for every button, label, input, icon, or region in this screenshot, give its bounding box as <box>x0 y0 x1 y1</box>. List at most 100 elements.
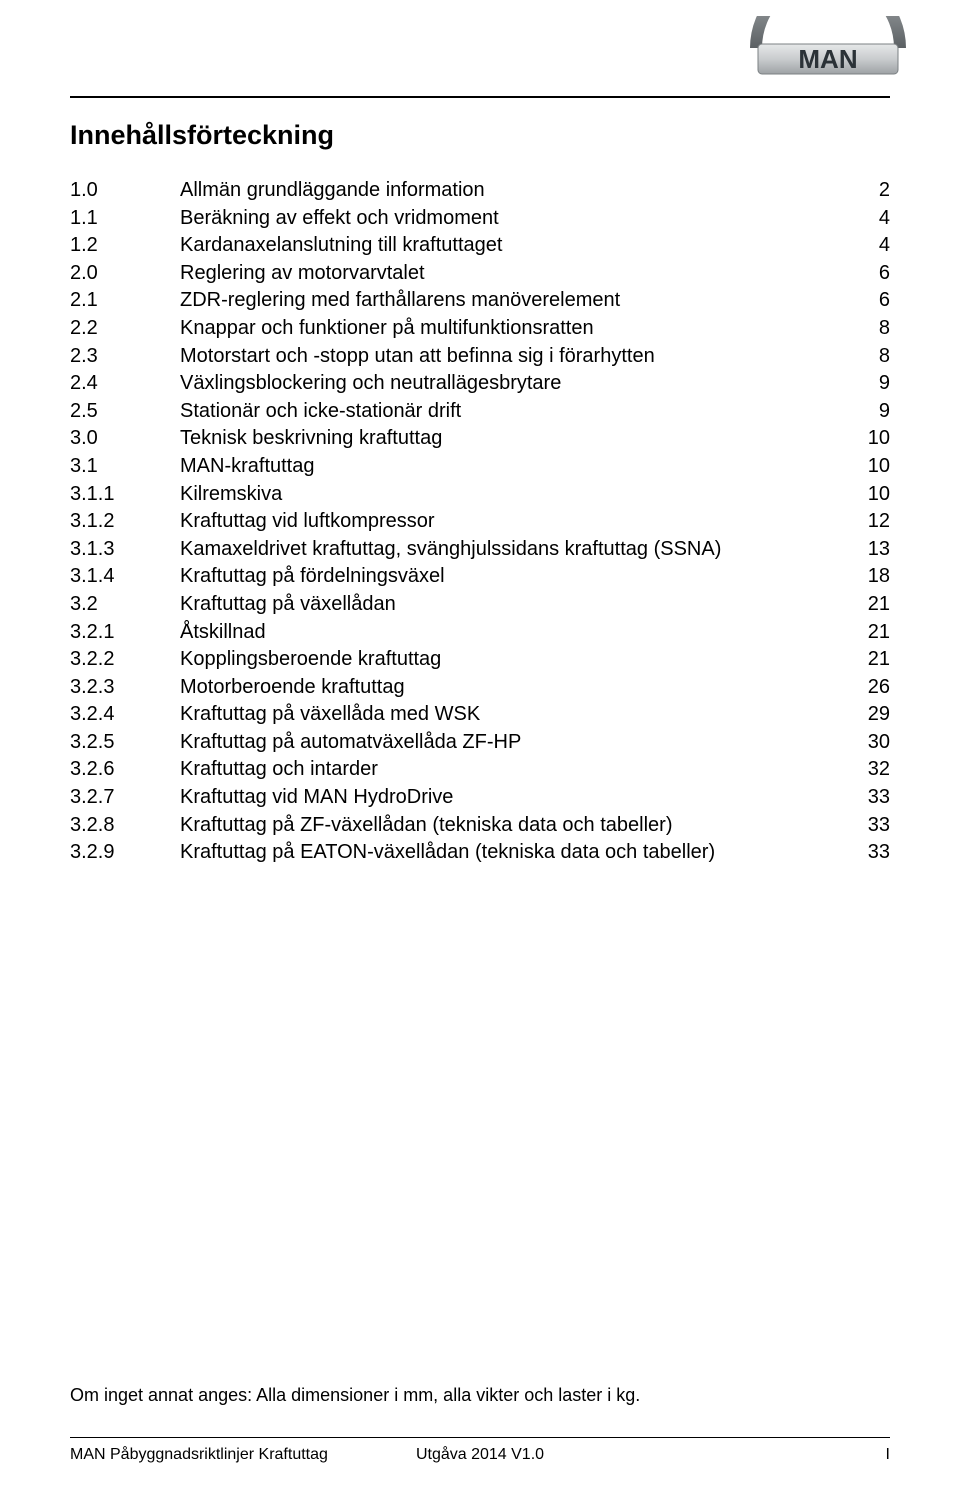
footer-right: I <box>617 1446 890 1464</box>
toc-section-label: Motorstart och -stopp utan att befinna s… <box>180 343 655 371</box>
toc-section-number: 3.2.4 <box>70 701 180 729</box>
toc-section-label: Kraftuttag vid luftkompressor <box>180 508 435 536</box>
toc-page-number: 10 <box>862 425 890 453</box>
toc-page-number: 21 <box>862 646 890 674</box>
toc-section-number: 2.0 <box>70 260 180 288</box>
toc-row: 3.1.1Kilremskiva 10 <box>70 481 890 509</box>
toc-section-number: 3.1.4 <box>70 563 180 591</box>
toc-section-label: Knappar och funktioner på multifunktions… <box>180 315 594 343</box>
toc-page-number: 33 <box>862 839 890 867</box>
toc-page-number: 6 <box>862 287 890 315</box>
toc-section-label: Kraftuttag på växellåda med WSK <box>180 701 480 729</box>
toc-section-label: Kraftuttag vid MAN HydroDrive <box>180 784 453 812</box>
toc-row: 3.1MAN-kraftuttag 10 <box>70 453 890 481</box>
toc-row: 2.4Växlingsblockering och neutrallägesbr… <box>70 370 890 398</box>
toc-section-number: 3.1.1 <box>70 481 180 509</box>
toc-section-label: Åtskillnad <box>180 619 266 647</box>
toc-section-label: Motorberoende kraftuttag <box>180 674 405 702</box>
toc-section-label: Beräkning av effekt och vridmoment <box>180 205 499 233</box>
toc-row: 3.2.1Åtskillnad21 <box>70 619 890 647</box>
toc-section-number: 3.2.8 <box>70 812 180 840</box>
toc-section-label: Kraftuttag på EATON-växellådan (tekniska… <box>180 839 715 867</box>
toc-page-number: 4 <box>862 232 890 260</box>
toc-page-number: 13 <box>862 536 890 564</box>
toc-section-label: Kraftuttag på ZF-växellådan (tekniska da… <box>180 812 672 840</box>
toc-page-number: 30 <box>862 729 890 757</box>
toc-page-number: 33 <box>862 784 890 812</box>
toc-page-number: 2 <box>862 177 890 205</box>
footer-left: MAN Påbyggnadsriktlinjer Kraftuttag <box>70 1446 343 1464</box>
toc-page-number: 4 <box>862 205 890 233</box>
toc-row: 3.1.2Kraftuttag vid luftkompressor12 <box>70 508 890 536</box>
toc-page-number: 6 <box>862 260 890 288</box>
toc-page-number: 10 <box>862 481 890 509</box>
toc-section-number: 3.2.6 <box>70 756 180 784</box>
toc-section-label: MAN-kraftuttag <box>180 453 314 481</box>
toc-section-label: Kardanaxelanslutning till kraftuttaget <box>180 232 502 260</box>
toc-page-number: 26 <box>862 674 890 702</box>
toc-section-number: 2.4 <box>70 370 180 398</box>
toc-row: 3.2.7Kraftuttag vid MAN HydroDrive33 <box>70 784 890 812</box>
toc-row: 3.2.2Kopplingsberoende kraftuttag 21 <box>70 646 890 674</box>
toc-row: 1.2Kardanaxelanslutning till kraftuttage… <box>70 232 890 260</box>
page-title: Innehållsförteckning <box>70 120 890 151</box>
toc-page-number: 8 <box>862 343 890 371</box>
toc-section-label: Kraftuttag på växellådan <box>180 591 396 619</box>
toc-section-label: Kamaxeldrivet kraftuttag, svänghjulssida… <box>180 536 721 564</box>
toc-section-label: Kraftuttag på automatväxellåda ZF-HP <box>180 729 521 757</box>
toc-row: 3.2.4Kraftuttag på växellåda med WSK 29 <box>70 701 890 729</box>
toc-section-number: 1.1 <box>70 205 180 233</box>
toc-section-label: Stationär och icke-stationär drift <box>180 398 461 426</box>
toc-page-number: 10 <box>862 453 890 481</box>
toc-section-number: 2.3 <box>70 343 180 371</box>
toc-row: 3.2.9Kraftuttag på EATON-växellådan (tek… <box>70 839 890 867</box>
toc-page-number: 29 <box>862 701 890 729</box>
toc-page-number: 18 <box>862 563 890 591</box>
toc-row: 3.2.3Motorberoende kraftuttag26 <box>70 674 890 702</box>
man-logo: MAN <box>744 16 912 78</box>
toc-row: 3.1.3Kamaxeldrivet kraftuttag, svänghjul… <box>70 536 890 564</box>
toc-section-label: Kraftuttag på fördelningsväxel <box>180 563 445 591</box>
toc-section-number: 3.2.2 <box>70 646 180 674</box>
footer-rule <box>70 1437 890 1438</box>
document-page: MAN Innehållsförteckning 1.0Allmän grund… <box>0 0 960 1494</box>
toc-row: 2.1ZDR-reglering med farthållarens manöv… <box>70 287 890 315</box>
toc-row: 3.2.8Kraftuttag på ZF-växellådan (teknis… <box>70 812 890 840</box>
toc-section-label: Kopplingsberoende kraftuttag <box>180 646 441 674</box>
toc-page-number: 33 <box>862 812 890 840</box>
toc-section-number: 3.2 <box>70 591 180 619</box>
table-of-contents: 1.0Allmän grundläggande information 2 1.1B… <box>70 177 890 867</box>
toc-section-label: Kraftuttag och intarder <box>180 756 378 784</box>
toc-row: 3.2Kraftuttag på växellådan 21 <box>70 591 890 619</box>
toc-page-number: 9 <box>862 398 890 426</box>
toc-row: 2.2Knappar och funktioner på multifunkti… <box>70 315 890 343</box>
footer-bar: MAN Påbyggnadsriktlinjer Kraftuttag Utgå… <box>70 1446 890 1464</box>
toc-row: 1.0Allmän grundläggande information 2 <box>70 177 890 205</box>
toc-section-number: 3.1.3 <box>70 536 180 564</box>
toc-row: 2.3Motorstart och -stopp utan att befinn… <box>70 343 890 371</box>
toc-page-number: 12 <box>862 508 890 536</box>
toc-section-number: 2.2 <box>70 315 180 343</box>
footer-center: Utgåva 2014 V1.0 <box>343 1446 616 1464</box>
toc-section-number: 3.1 <box>70 453 180 481</box>
toc-section-number: 2.1 <box>70 287 180 315</box>
header-rule <box>70 96 890 98</box>
toc-row: 2.5Stationär och icke-stationär drift9 <box>70 398 890 426</box>
toc-row: 3.0Teknisk beskrivning kraftuttag 10 <box>70 425 890 453</box>
toc-page-number: 32 <box>862 756 890 784</box>
toc-section-label: Allmän grundläggande information <box>180 177 485 205</box>
toc-row: 3.2.6Kraftuttag och intarder 32 <box>70 756 890 784</box>
toc-page-number: 9 <box>862 370 890 398</box>
toc-section-label: ZDR-reglering med farthållarens manövere… <box>180 287 620 315</box>
toc-page-number: 8 <box>862 315 890 343</box>
toc-section-number: 1.0 <box>70 177 180 205</box>
toc-section-number: 3.0 <box>70 425 180 453</box>
toc-section-label: Reglering av motorvarvtalet <box>180 260 425 288</box>
toc-section-label: Växlingsblockering och neutrallägesbryta… <box>180 370 561 398</box>
toc-page-number: 21 <box>862 591 890 619</box>
toc-section-label: Kilremskiva <box>180 481 282 509</box>
toc-section-number: 3.2.9 <box>70 839 180 867</box>
toc-section-number: 3.2.5 <box>70 729 180 757</box>
footnote-text: Om inget annat anges: Alla dimensioner i… <box>70 1385 640 1406</box>
toc-section-label: Teknisk beskrivning kraftuttag <box>180 425 442 453</box>
